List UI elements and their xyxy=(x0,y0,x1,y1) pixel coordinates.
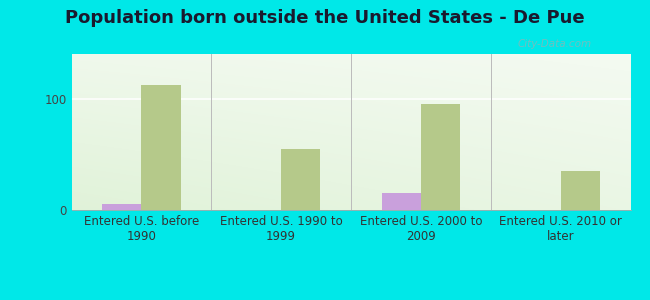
Text: City-Data.com: City-Data.com xyxy=(517,39,592,49)
Bar xyxy=(421,104,460,210)
Bar xyxy=(142,85,181,210)
Text: Population born outside the United States - De Pue: Population born outside the United State… xyxy=(65,9,585,27)
Bar xyxy=(560,171,600,210)
Bar xyxy=(102,204,142,210)
Bar xyxy=(382,193,421,210)
Bar xyxy=(281,149,320,210)
